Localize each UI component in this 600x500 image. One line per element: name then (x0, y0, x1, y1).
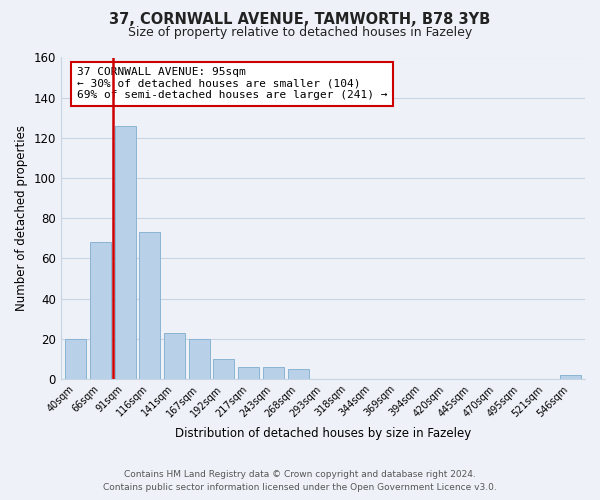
Text: Contains HM Land Registry data © Crown copyright and database right 2024.
Contai: Contains HM Land Registry data © Crown c… (103, 470, 497, 492)
Text: Size of property relative to detached houses in Fazeley: Size of property relative to detached ho… (128, 26, 472, 39)
X-axis label: Distribution of detached houses by size in Fazeley: Distribution of detached houses by size … (175, 427, 471, 440)
Y-axis label: Number of detached properties: Number of detached properties (15, 125, 28, 311)
Bar (139, 232, 160, 379)
Bar (65, 338, 86, 379)
Bar (115, 126, 136, 379)
Bar (189, 338, 210, 379)
Bar (560, 375, 581, 379)
Bar (164, 332, 185, 379)
Bar (263, 367, 284, 379)
Bar (287, 369, 308, 379)
Bar (90, 242, 111, 379)
Bar (214, 359, 235, 379)
Text: 37, CORNWALL AVENUE, TAMWORTH, B78 3YB: 37, CORNWALL AVENUE, TAMWORTH, B78 3YB (109, 12, 491, 28)
Text: 37 CORNWALL AVENUE: 95sqm
← 30% of detached houses are smaller (104)
69% of semi: 37 CORNWALL AVENUE: 95sqm ← 30% of detac… (77, 67, 387, 100)
Bar (238, 367, 259, 379)
